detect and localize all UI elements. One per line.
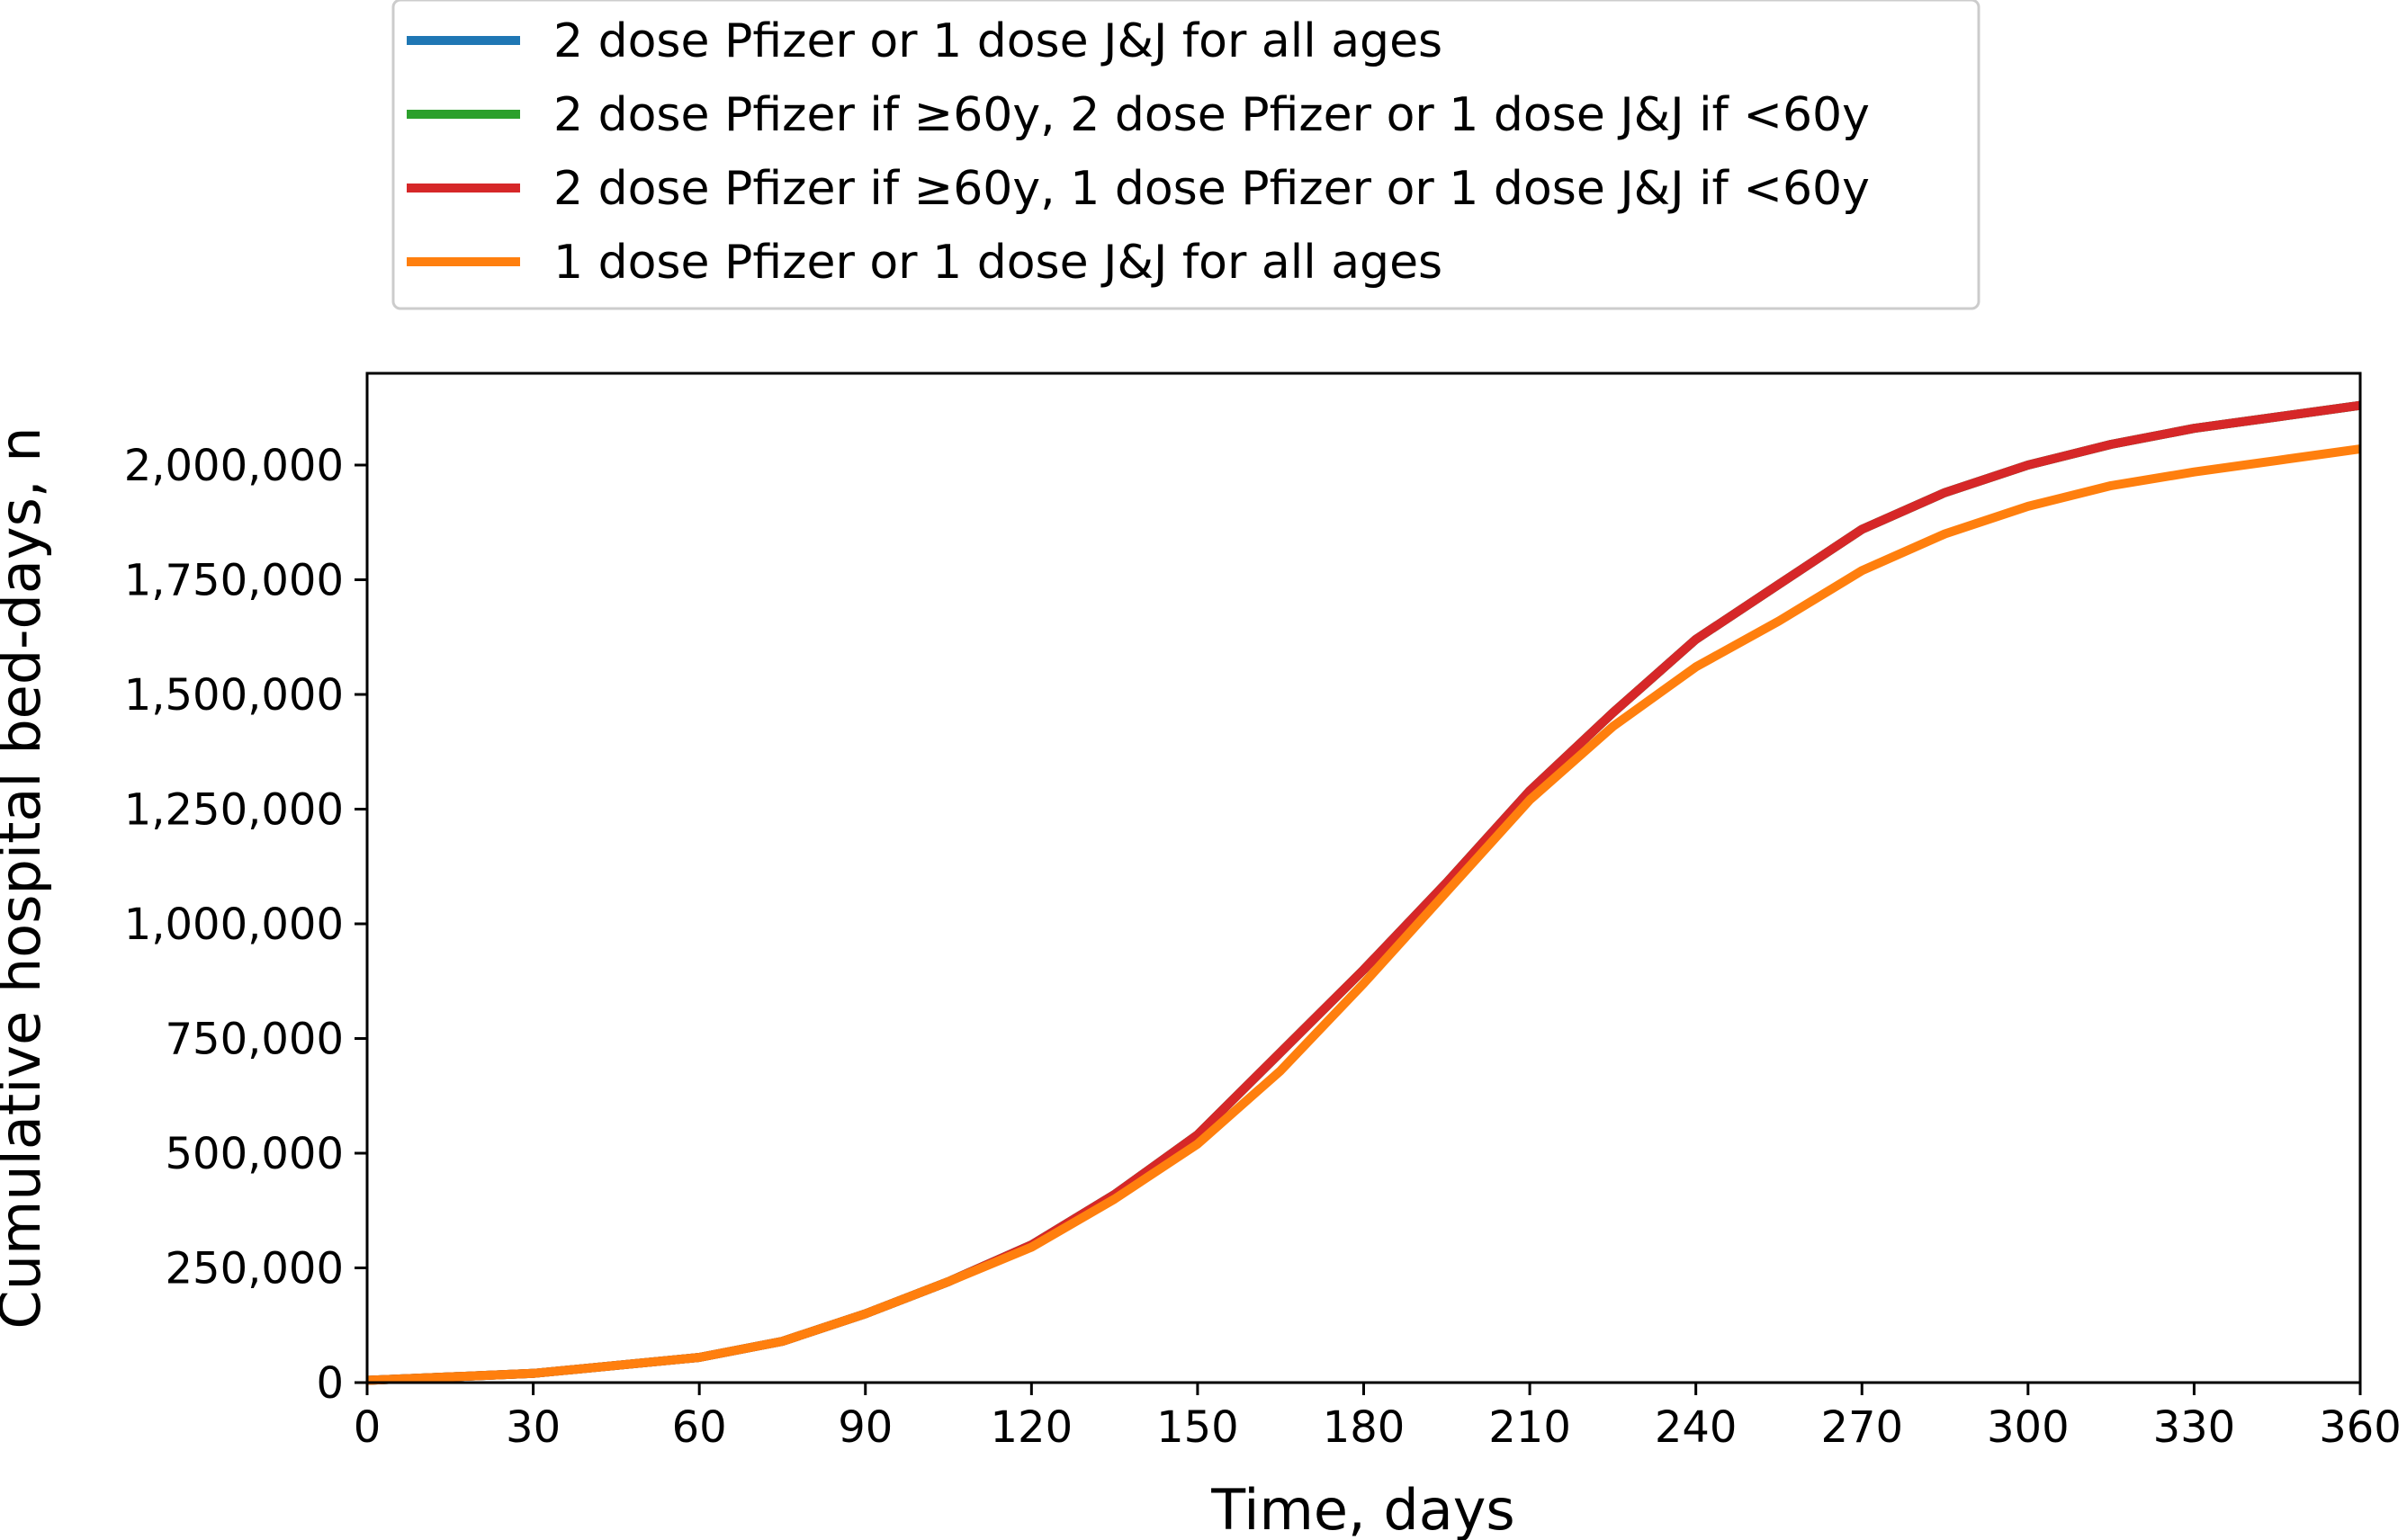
x-tick-label: 150 bbox=[1156, 1402, 1239, 1453]
legend-label-1: 2 dose Pfizer or 1 dose J&J for all ages bbox=[553, 14, 1442, 68]
x-tick-label: 210 bbox=[1488, 1402, 1571, 1453]
x-tick-label: 180 bbox=[1323, 1402, 1406, 1453]
series-line-3 bbox=[366, 400, 2361, 1385]
y-tick-label: 2,000,000 bbox=[124, 441, 344, 491]
series-line-4 bbox=[366, 444, 2361, 1385]
x-tick-label: 360 bbox=[2319, 1402, 2402, 1453]
legend: 2 dose Pfizer or 1 dose J&J for all ages… bbox=[391, 0, 1980, 310]
legend-frame bbox=[391, 0, 1980, 310]
x-tick-label: 60 bbox=[672, 1402, 727, 1453]
x-tick-label: 330 bbox=[2153, 1402, 2236, 1453]
series-layer bbox=[366, 400, 2361, 1385]
series-line-1 bbox=[366, 400, 2361, 1385]
y-tick-label: 1,000,000 bbox=[124, 900, 344, 950]
y-tick-label: 750,000 bbox=[166, 1015, 345, 1065]
x-tick-label: 0 bbox=[354, 1402, 382, 1453]
x-tick-label: 90 bbox=[838, 1402, 893, 1453]
legend-label-2: 2 dose Pfizer if ≥60y, 2 dose Pfizer or … bbox=[553, 88, 1870, 142]
y-tick-label: 1,750,000 bbox=[124, 556, 344, 606]
y-tick-label: 500,000 bbox=[166, 1129, 345, 1179]
y-tick-label: 0 bbox=[316, 1358, 344, 1409]
x-tick-label: 240 bbox=[1655, 1402, 1738, 1453]
y-tick-label: 1,500,000 bbox=[124, 670, 344, 721]
plot-frame bbox=[365, 372, 2362, 1384]
x-tick-label: 300 bbox=[1987, 1402, 2070, 1453]
y-tick-label: 1,250,000 bbox=[124, 785, 344, 836]
legend-label-3: 2 dose Pfizer if ≥60y, 1 dose Pfizer or … bbox=[553, 162, 1870, 216]
x-axis-title: Time, days bbox=[1210, 1477, 1515, 1540]
series-line-2 bbox=[366, 400, 2361, 1385]
y-axis-title: Cumulative hospital bed-days, n bbox=[0, 426, 53, 1329]
y-tick-label: 250,000 bbox=[166, 1244, 345, 1294]
x-tick-label: 120 bbox=[991, 1402, 1073, 1453]
x-tick-label: 30 bbox=[506, 1402, 561, 1453]
x-tick-label: 270 bbox=[1820, 1402, 1903, 1453]
y-axis: 0 250,000 500,000 750,000 1,000,000 1,250,000… bbox=[124, 441, 367, 1409]
x-axis: 0 30 60 90 120 150 180 210 240 270 300 330 360 bbox=[354, 1383, 2402, 1453]
legend-label-4: 1 dose Pfizer or 1 dose J&J for all ages bbox=[553, 236, 1442, 290]
